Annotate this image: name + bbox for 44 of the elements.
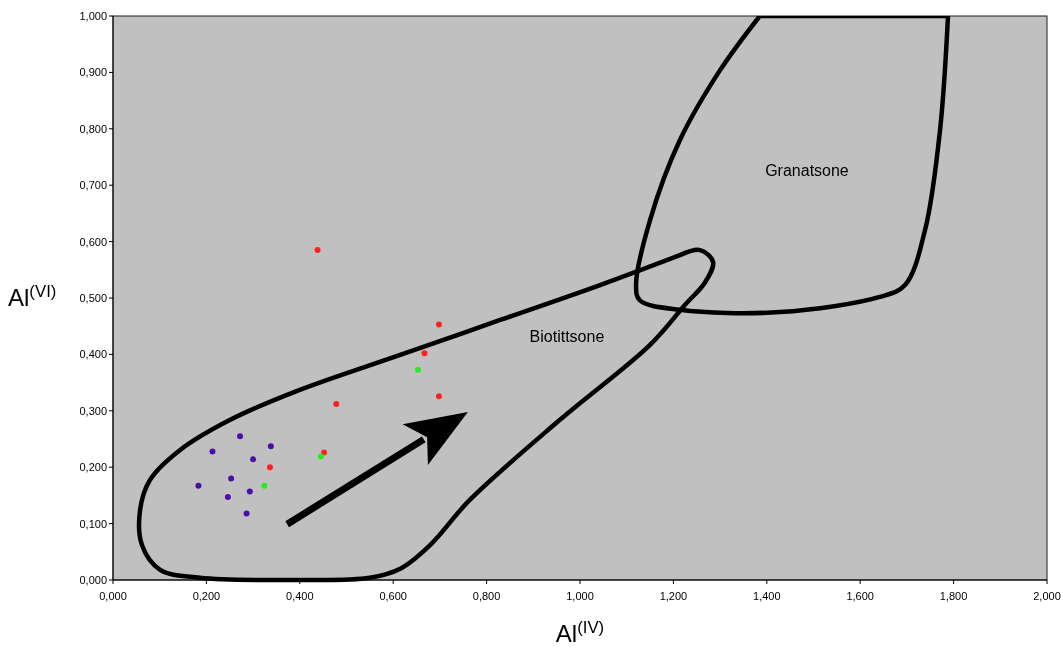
point bbox=[195, 482, 202, 489]
x-tick-label: 0,000 bbox=[99, 590, 127, 602]
y-tick-label: 0,300 bbox=[79, 404, 107, 417]
x-axis-title: Al$^{(IV)}$ bbox=[555, 617, 605, 647]
y-tick-label: 1,000 bbox=[79, 10, 107, 22]
y-tick-label: 0,600 bbox=[79, 235, 107, 248]
y-tick-label: 0,000 bbox=[79, 574, 107, 586]
point bbox=[228, 475, 235, 482]
point bbox=[250, 456, 257, 463]
y-tick-label: 0,400 bbox=[79, 348, 107, 361]
annotation: Biotittsone bbox=[529, 328, 605, 346]
x-tick-label: 2,000 bbox=[1033, 590, 1061, 602]
y-tick-label: 0,800 bbox=[79, 122, 107, 135]
y-axis-title: Al$^{(VI)}$ bbox=[8, 281, 57, 311]
x-tick-label: 1,200 bbox=[659, 590, 688, 602]
point bbox=[266, 464, 273, 471]
point bbox=[414, 366, 421, 373]
point bbox=[261, 482, 268, 489]
point bbox=[237, 433, 244, 440]
x-tick-label: 1,600 bbox=[846, 590, 874, 602]
annotation: Granatsone bbox=[765, 162, 849, 180]
point bbox=[333, 401, 340, 408]
point bbox=[267, 443, 274, 450]
y-tick-label: 0,900 bbox=[79, 66, 107, 79]
x-tick-label: 1,000 bbox=[566, 590, 594, 602]
point bbox=[243, 510, 250, 517]
point bbox=[421, 350, 428, 357]
point bbox=[224, 494, 231, 501]
y-tick-label: 0,500 bbox=[79, 292, 107, 304]
point bbox=[435, 321, 442, 328]
point bbox=[314, 247, 321, 254]
y-tick-label: 0,100 bbox=[79, 517, 107, 530]
x-tick-label: 1,400 bbox=[753, 590, 781, 602]
y-tick-label: 0,200 bbox=[79, 461, 107, 474]
point bbox=[209, 448, 216, 455]
y-tick-label: 0,700 bbox=[79, 179, 107, 192]
point bbox=[435, 393, 442, 400]
x-tick-label: 0,800 bbox=[472, 590, 501, 602]
x-tick-label: 1,800 bbox=[939, 590, 968, 602]
x-tick-label: 0,600 bbox=[379, 590, 407, 602]
point bbox=[246, 488, 253, 495]
x-tick-label: 0,400 bbox=[286, 590, 314, 602]
x-tick-label: 0,200 bbox=[192, 590, 221, 602]
point bbox=[317, 453, 324, 460]
